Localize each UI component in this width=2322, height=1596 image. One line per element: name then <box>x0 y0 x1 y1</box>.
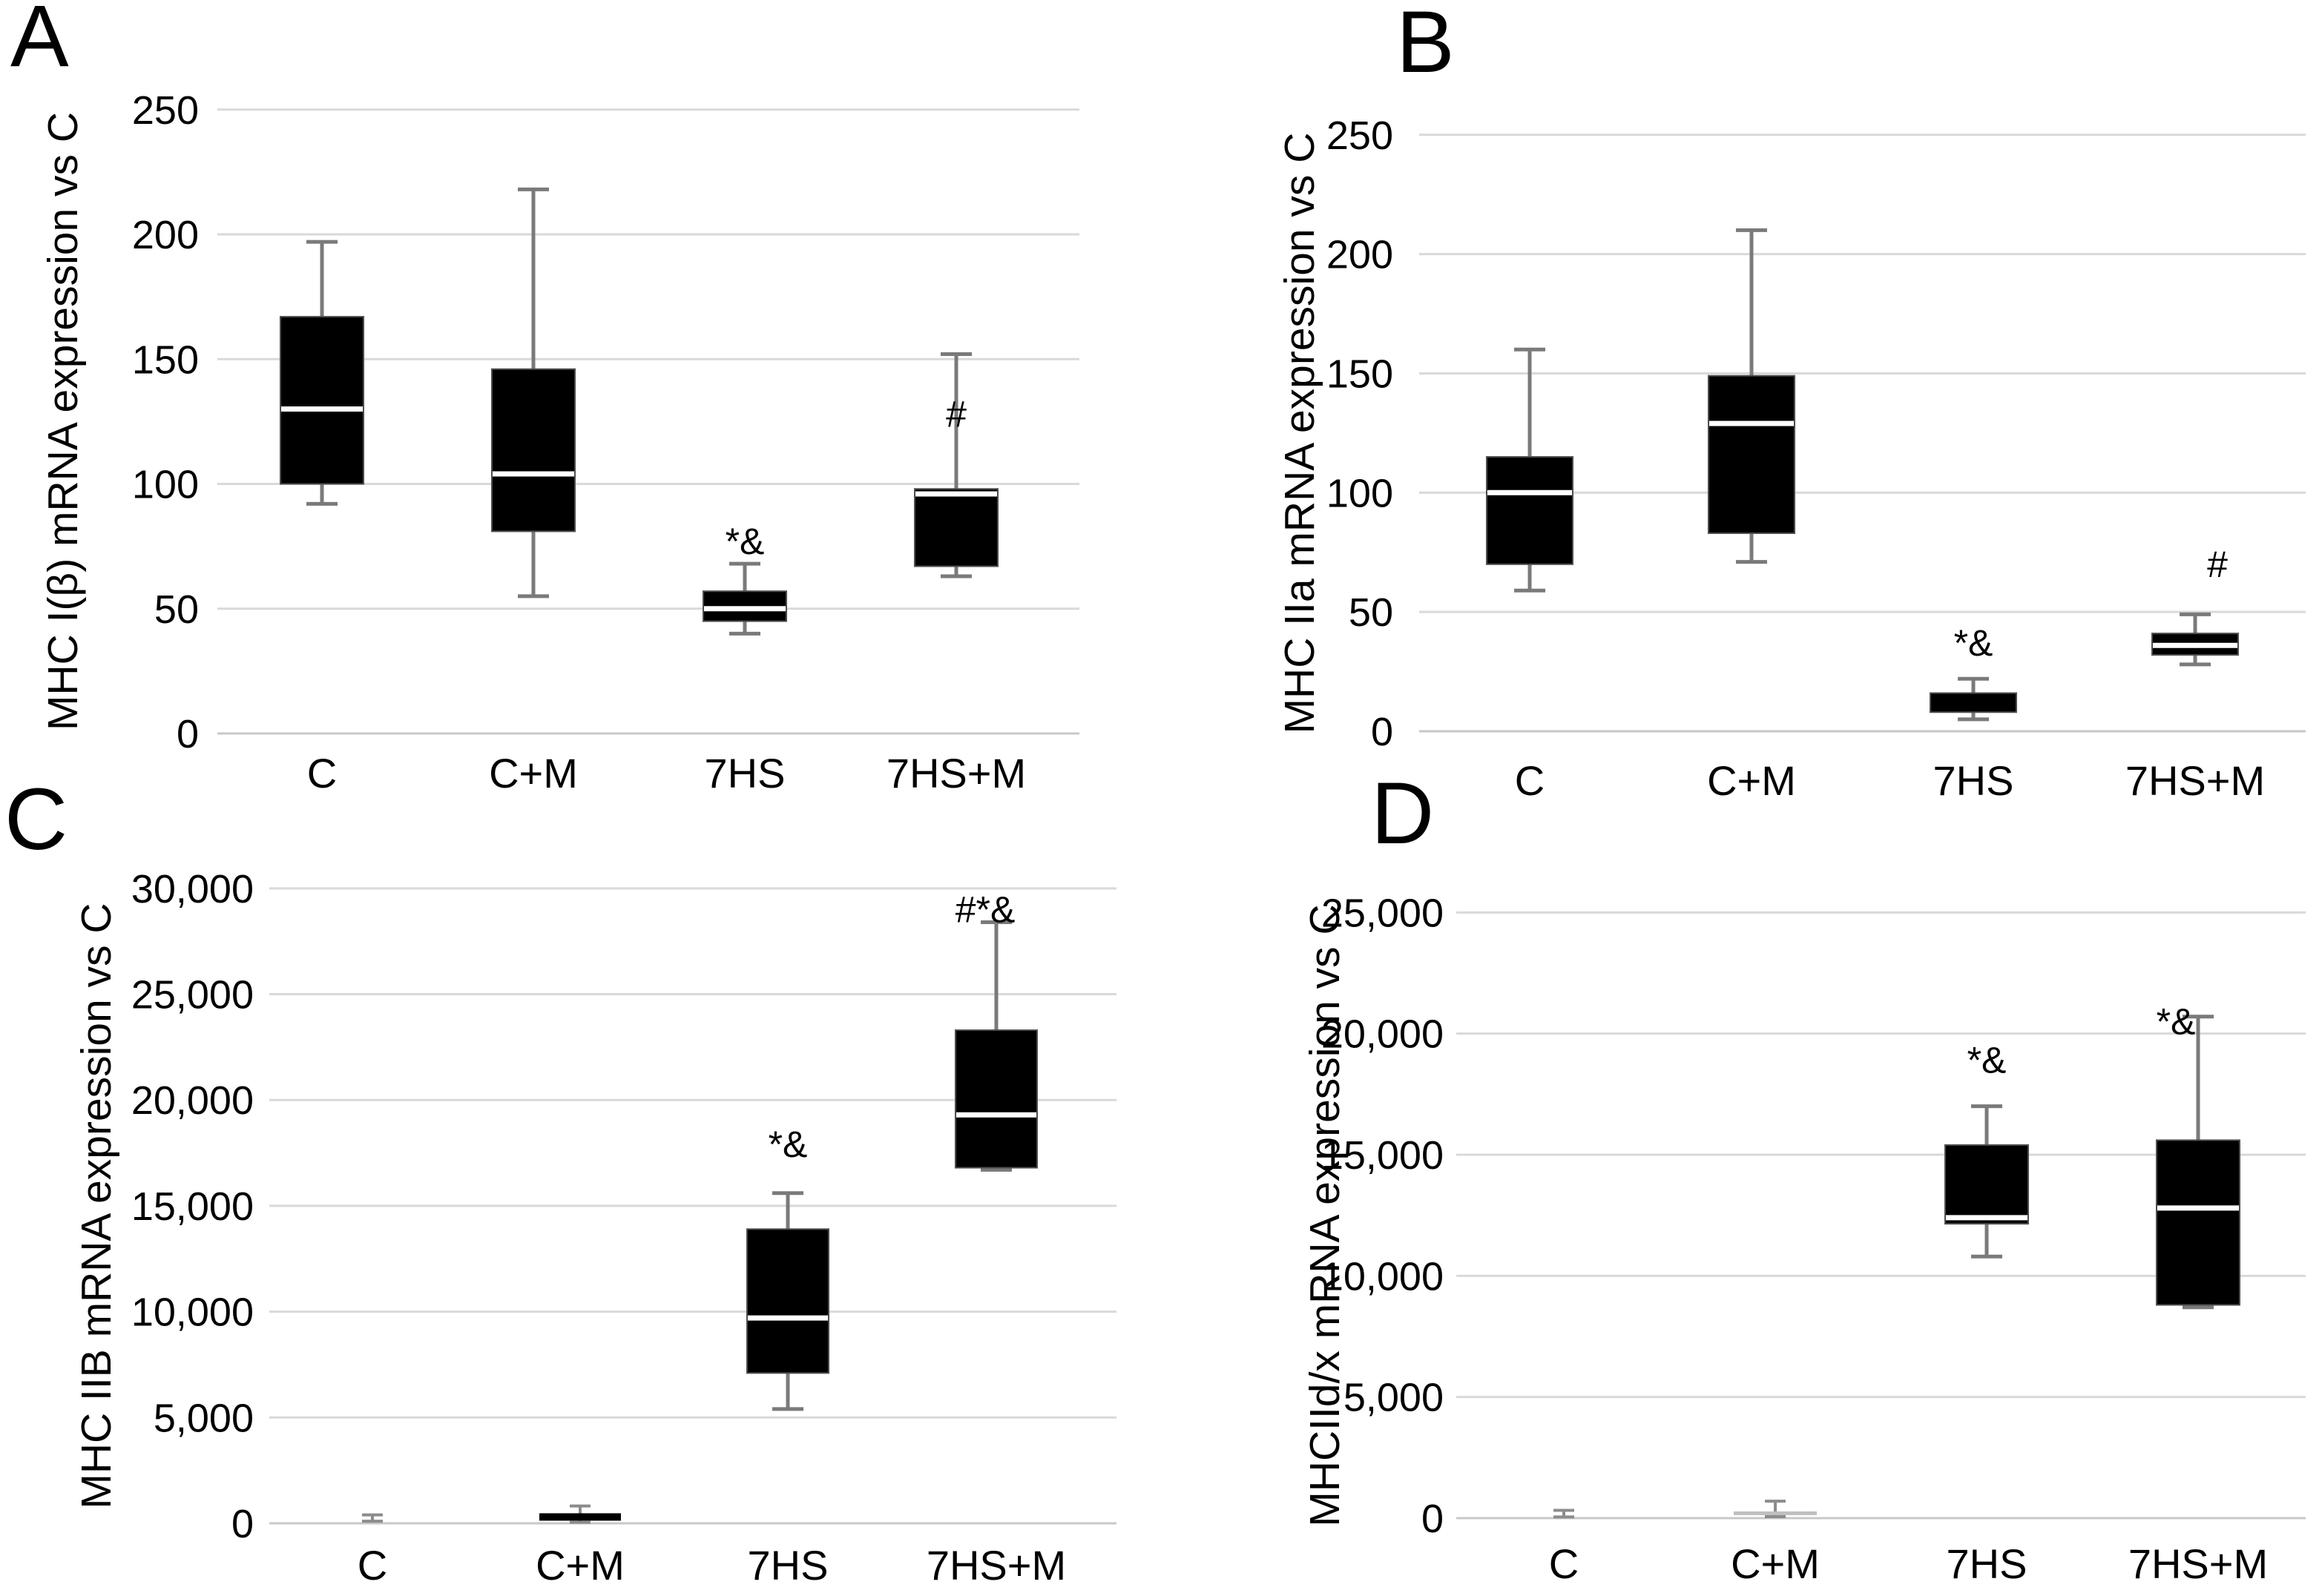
significance-annotation: # <box>2207 544 2228 585</box>
y-tick-label: 150 <box>132 337 199 382</box>
box-rect <box>1708 375 1795 534</box>
y-tick-label: 50 <box>1349 590 1393 635</box>
significance-annotation: # <box>946 393 967 435</box>
y-axis-title-b: MHC IIa mRNA expression vs C <box>1276 132 1323 734</box>
y-axis-title-c: MHC IIB mRNA expression vs C <box>73 903 120 1509</box>
y-tick-label: 25,000 <box>1321 891 1444 935</box>
y-tick-label: 15,000 <box>1321 1133 1444 1178</box>
significance-annotation: *& <box>1954 622 1993 664</box>
category-label: C <box>307 750 337 797</box>
significance-annotation: *& <box>2157 1000 2196 1042</box>
significance-annotation: *& <box>726 521 765 562</box>
y-tick-label: 20,000 <box>1321 1012 1444 1057</box>
y-tick-label: 25,000 <box>131 973 254 1018</box>
significance-annotation: *& <box>1967 1040 2007 1081</box>
box-rect <box>1930 692 2017 713</box>
category-label: C <box>1549 1540 1579 1587</box>
category-label: C+M <box>489 750 578 797</box>
y-tick-label: 10,000 <box>1321 1254 1444 1299</box>
panel-label-a: A <box>10 0 69 85</box>
y-tick-label: 0 <box>231 1502 254 1546</box>
y-tick-label: 250 <box>1326 113 1393 158</box>
y-tick-label: 150 <box>1326 352 1393 396</box>
category-label: 7HS <box>1947 1540 2027 1587</box>
category-label: C+M <box>1731 1540 1820 1587</box>
significance-annotation: *& <box>769 1124 808 1165</box>
category-label: 7HS+M <box>887 750 1026 797</box>
y-axis-title-a: MHC I(β) mRNA expression vs C <box>39 111 87 731</box>
box-rect <box>746 1228 829 1374</box>
box-rect <box>914 488 999 567</box>
category-label: 7HS+M <box>2128 1540 2268 1587</box>
category-label: C <box>1515 757 1545 804</box>
y-tick-label: 200 <box>1326 233 1393 277</box>
category-label: 7HS <box>705 750 786 797</box>
y-tick-label: 100 <box>132 463 199 507</box>
y-tick-label: 0 <box>1371 710 1393 754</box>
y-tick-label: 200 <box>132 213 199 257</box>
box-rect <box>491 368 576 532</box>
box-rect <box>280 316 364 485</box>
category-label: C+M <box>1707 757 1796 804</box>
y-axis-title-d: MHCIId/x mRNA expression vs C <box>1301 904 1349 1527</box>
flat-box <box>1734 1511 1817 1515</box>
y-tick-label: 15,000 <box>131 1184 254 1229</box>
y-tick-label: 250 <box>132 88 199 133</box>
y-tick-label: 5,000 <box>154 1396 254 1440</box>
category-label: C <box>358 1542 387 1589</box>
y-tick-label: 0 <box>177 712 199 756</box>
significance-annotation: #*& <box>956 888 1016 930</box>
panel-label-c: C <box>4 771 68 868</box>
y-tick-label: 50 <box>154 587 199 632</box>
category-label: 7HS <box>1933 757 2014 804</box>
category-label: C+M <box>536 1542 625 1589</box>
box-rect <box>2156 1139 2240 1306</box>
box-rect <box>955 1029 1038 1169</box>
y-tick-label: 30,000 <box>131 867 254 911</box>
box-rect <box>1944 1144 2029 1225</box>
flat-box <box>539 1513 621 1521</box>
y-tick-label: 0 <box>1421 1497 1444 1541</box>
category-label: 7HS <box>748 1542 829 1589</box>
category-label: 7HS+M <box>927 1542 1066 1589</box>
box-rect <box>1486 456 1573 565</box>
y-tick-label: 100 <box>1326 471 1393 515</box>
y-tick-label: 20,000 <box>131 1078 254 1123</box>
category-label: 7HS+M <box>2125 757 2265 804</box>
panel-label-d: D <box>1371 765 1435 863</box>
y-tick-label: 5,000 <box>1343 1376 1444 1420</box>
panel-label-b: B <box>1396 0 1455 91</box>
y-tick-label: 10,000 <box>131 1290 254 1335</box>
